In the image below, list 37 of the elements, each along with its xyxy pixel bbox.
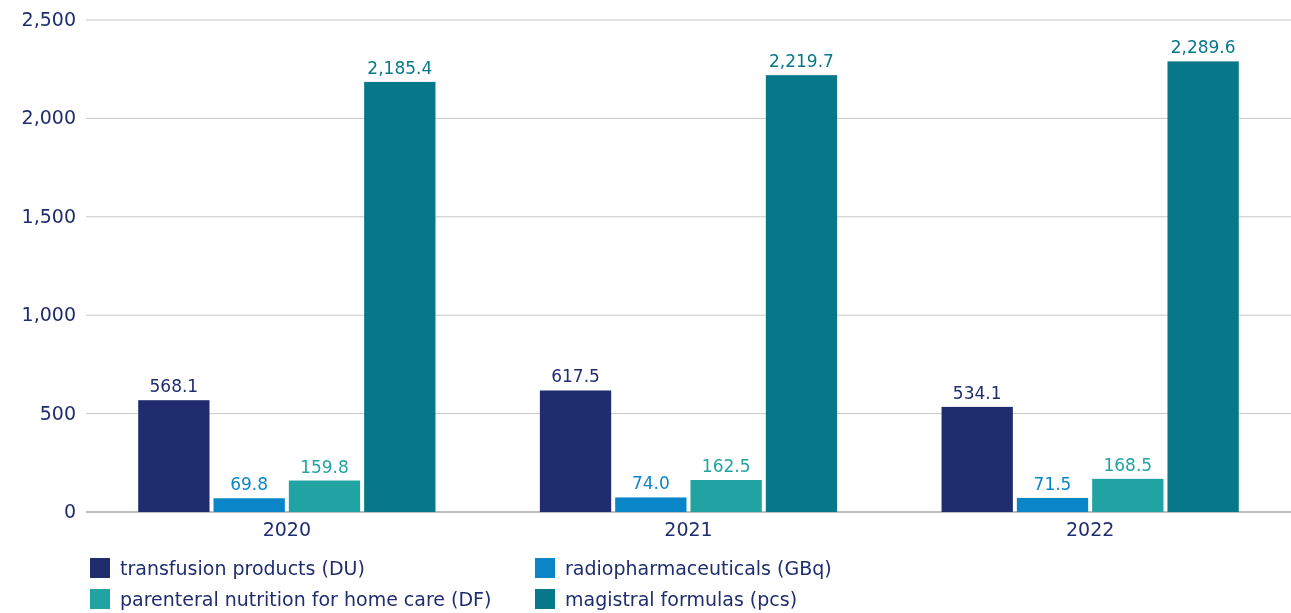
legend-label: magistral formulas (pcs)	[565, 588, 798, 610]
text: 168.5	[1103, 454, 1153, 475]
text: 74.0	[631, 473, 670, 494]
bar	[213, 498, 285, 512]
bar	[690, 480, 762, 512]
y-tick-label: 500	[39, 401, 76, 424]
x-tick-label: 2020	[262, 518, 312, 540]
bar	[364, 81, 436, 512]
legend-label: transfusion products (DU)	[120, 557, 365, 579]
text: 2,219.7	[769, 51, 834, 72]
bar	[1092, 478, 1164, 512]
bar	[765, 75, 838, 512]
bar	[539, 390, 612, 512]
bar	[138, 400, 210, 512]
legend-label: radiopharmaceuticals (GBq)	[565, 557, 832, 579]
text: 568.1	[149, 376, 199, 397]
text: 69.8	[230, 474, 269, 495]
text: 2,289.6	[1170, 37, 1236, 58]
y-tick-label: 1,000	[21, 303, 76, 326]
text: 71.5	[1033, 473, 1072, 494]
y-tick-label: 2,000	[21, 106, 76, 129]
bar	[615, 497, 687, 512]
y-tick-label: 0	[63, 500, 76, 522]
x-tick-label: 2021	[664, 518, 713, 540]
bar	[1016, 497, 1089, 512]
y-tick-label: 1,500	[21, 204, 76, 227]
text: 617.5	[551, 366, 600, 387]
y-tick-label: 2,500	[21, 8, 76, 30]
bar	[288, 480, 361, 512]
legend-label: parenteral nutrition for home care (DF)	[120, 588, 492, 610]
text: 534.1	[952, 382, 1002, 403]
x-tick-label: 2022	[1065, 518, 1115, 540]
text: 162.5	[701, 456, 751, 477]
text: 2,185.4	[367, 57, 433, 78]
bar	[941, 406, 1013, 512]
bar	[1167, 61, 1239, 512]
text: 159.8	[300, 456, 349, 477]
